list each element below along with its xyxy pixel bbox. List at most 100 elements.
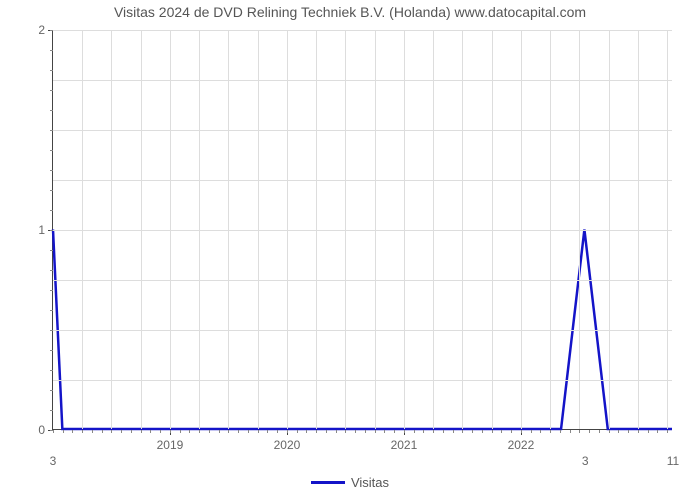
legend-swatch [311,481,345,484]
x-minor-tick [443,430,444,433]
x-minor-tick [238,430,239,433]
gridline-horizontal [53,30,672,31]
x-minor-tick [511,430,512,433]
x-minor-tick [160,430,161,433]
x-minor-tick [258,430,259,433]
x-minor-tick [316,430,317,433]
y-minor-tick [50,290,53,291]
gridline-horizontal [53,230,672,231]
y-minor-tick [50,150,53,151]
x-minor-tick [414,430,415,433]
x-minor-tick [667,430,668,433]
x-axis-label: 2019 [157,438,184,452]
x-minor-tick [453,430,454,433]
y-minor-tick [50,30,53,31]
x-minor-tick [501,430,502,433]
x-minor-tick [570,430,571,433]
x-minor-tick [375,430,376,433]
x-minor-tick [628,430,629,433]
chart-title: Visitas 2024 de DVD Relining Techniek B.… [0,4,700,20]
x-minor-tick [141,430,142,433]
x-secondary-label: 3 [582,454,589,468]
y-minor-tick [50,370,53,371]
gridline-horizontal [53,330,672,331]
x-minor-tick [609,430,610,433]
y-minor-tick [50,210,53,211]
x-minor-tick [92,430,93,433]
x-minor-tick [131,430,132,433]
x-minor-tick [384,430,385,433]
x-minor-tick [589,430,590,433]
y-minor-tick [50,310,53,311]
x-axis-label: 2021 [391,438,418,452]
y-axis-label: 1 [25,223,45,237]
y-minor-tick [50,410,53,411]
x-minor-tick [521,430,522,433]
x-minor-tick [326,430,327,433]
x-minor-tick [657,430,658,433]
x-minor-tick [618,430,619,433]
y-minor-tick [50,270,53,271]
x-minor-tick [482,430,483,433]
x-minor-tick [550,430,551,433]
y-minor-tick [50,230,53,231]
x-axis-label: 2020 [274,438,301,452]
x-minor-tick [355,430,356,433]
x-minor-tick [82,430,83,433]
x-minor-tick [297,430,298,433]
y-minor-tick [50,390,53,391]
y-minor-tick [50,50,53,51]
x-minor-tick [394,430,395,433]
x-minor-tick [472,430,473,433]
gridline-horizontal [53,130,672,131]
y-minor-tick [50,430,53,431]
y-minor-tick [50,250,53,251]
x-minor-tick [121,430,122,433]
x-minor-tick [492,430,493,433]
gridline-horizontal [53,180,672,181]
x-minor-tick [462,430,463,433]
x-minor-tick [277,430,278,433]
x-minor-tick [433,430,434,433]
x-minor-tick [345,430,346,433]
x-minor-tick [209,430,210,433]
x-minor-tick [267,430,268,433]
x-minor-tick [111,430,112,433]
y-axis-label: 0 [25,423,45,437]
x-minor-tick [219,430,220,433]
x-minor-tick [365,430,366,433]
y-minor-tick [50,110,53,111]
x-minor-tick [228,430,229,433]
x-minor-tick [180,430,181,433]
x-minor-tick [189,430,190,433]
x-secondary-label: 3 [50,454,57,468]
x-minor-tick [336,430,337,433]
x-minor-tick [638,430,639,433]
x-minor-tick [63,430,64,433]
x-minor-tick [579,430,580,433]
x-secondary-label: 11 [667,454,679,468]
gridline-horizontal [53,280,672,281]
y-minor-tick [50,190,53,191]
x-minor-tick [599,430,600,433]
x-minor-tick [287,430,288,433]
y-minor-tick [50,70,53,71]
y-axis-label: 2 [25,23,45,37]
x-minor-tick [540,430,541,433]
plot-area: 20192020202120223311012 [52,30,672,430]
x-axis-label: 2022 [508,438,535,452]
gridline-horizontal [53,380,672,381]
legend: Visitas [0,474,700,490]
x-minor-tick [199,430,200,433]
x-minor-tick [404,430,405,433]
x-minor-tick [560,430,561,433]
y-minor-tick [50,90,53,91]
y-minor-tick [50,330,53,331]
legend-label: Visitas [351,475,389,490]
x-minor-tick [102,430,103,433]
y-minor-tick [50,170,53,171]
x-minor-tick [150,430,151,433]
x-minor-tick [170,430,171,433]
x-minor-tick [53,430,54,433]
x-minor-tick [423,430,424,433]
